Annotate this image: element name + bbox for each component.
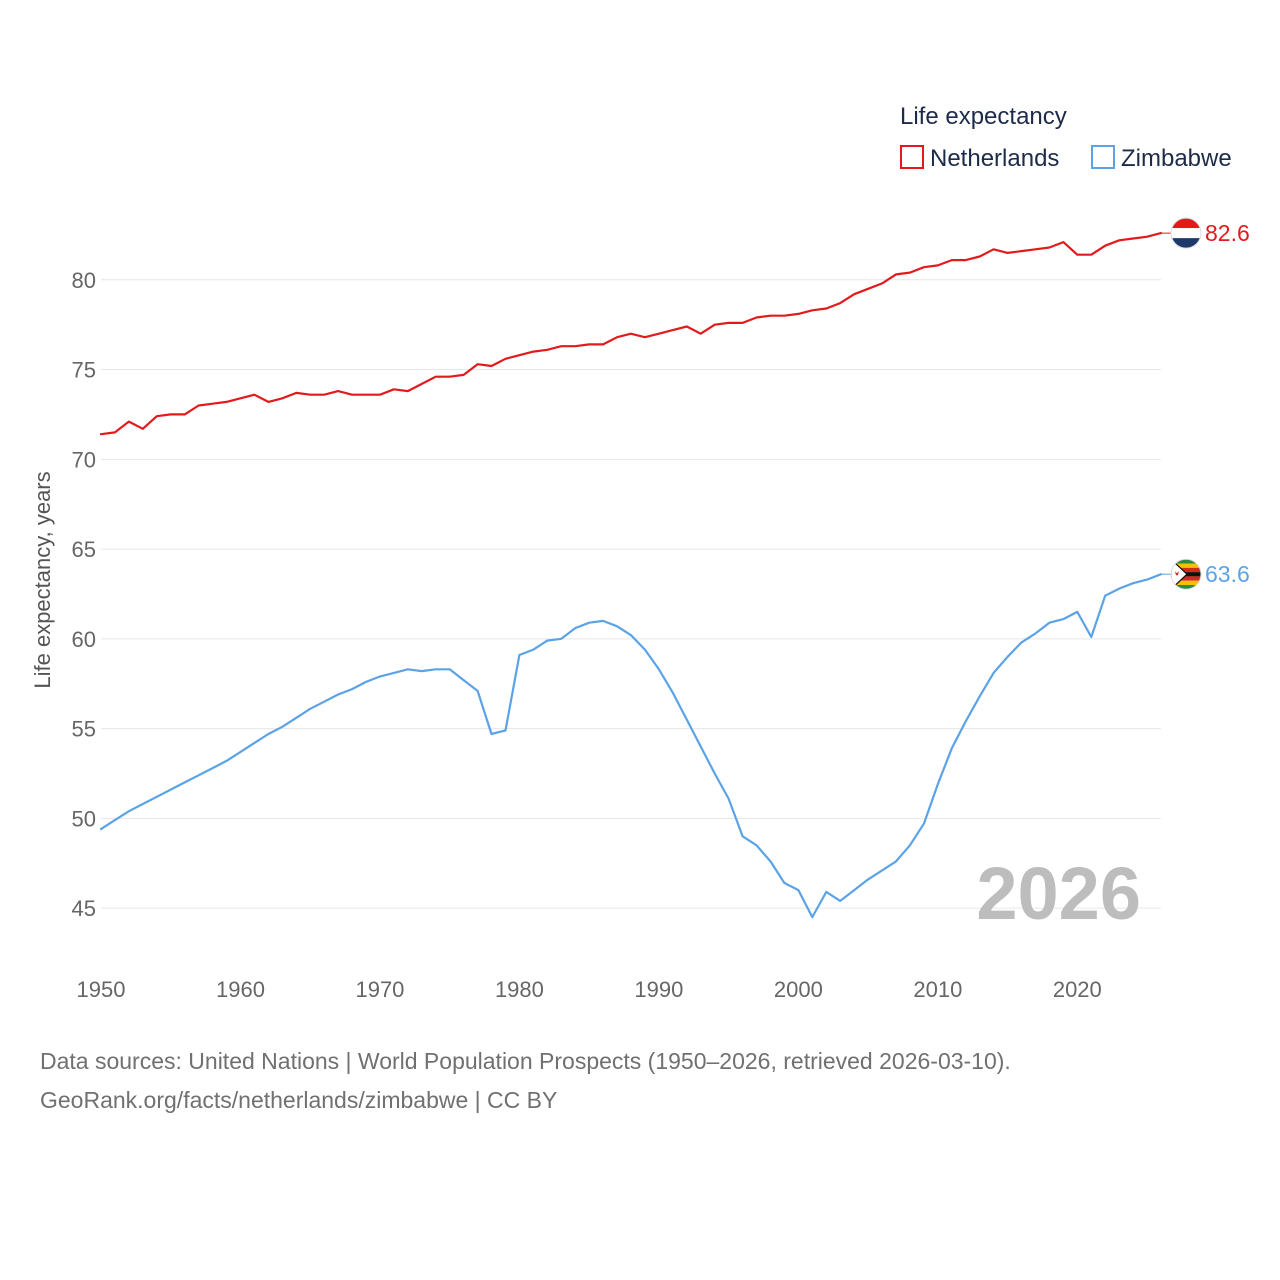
series-lines [99,232,1171,919]
x-tick-label-1950: 1950 [77,977,126,1002]
x-tick-label-1960: 1960 [216,977,265,1002]
y-tick-label-70: 70 [72,447,96,472]
x-axis-ticks: 1950 1960 1970 1980 1990 2000 2010 2020 [77,977,1102,1002]
data-sources-text: Data sources: United Nations | World Pop… [40,1048,1011,1074]
legend-swatch-netherlands [900,145,924,169]
zimbabwe-series-line [99,573,1163,919]
legend-item-zimbabwe[interactable]: Zimbabwe [1091,145,1232,172]
x-tick-label-1990: 1990 [634,977,683,1002]
zimbabwe-end-marker: 63.6 [1170,558,1250,590]
netherlands-series-line [99,232,1163,436]
x-tick-label-1980: 1980 [495,977,544,1002]
zimbabwe-end-value: 63.6 [1205,561,1250,587]
y-axis-ticks: 45 50 55 60 65 70 75 80 [72,268,96,921]
x-tick-label-2010: 2010 [913,977,962,1002]
legend-label-netherlands: Netherlands [930,145,1059,172]
y-axis-title: Life expectancy, years [30,471,55,688]
x-tick-label-2020: 2020 [1053,977,1102,1002]
y-tick-label-60: 60 [72,627,96,652]
legend-swatch-zimbabwe [1091,145,1115,169]
netherlands-flag-icon [1171,218,1201,249]
x-tick-label-1970: 1970 [355,977,404,1002]
legend-label-zimbabwe: Zimbabwe [1121,145,1232,172]
y-tick-label-50: 50 [72,806,96,831]
credit-link[interactable]: GeoRank.org/facts/netherlands/zimbabwe |… [40,1087,558,1113]
line-chart: 45 50 55 60 65 70 75 80 1950 1960 1970 1980 1990 200… [30,103,1250,1002]
legend-title: Life expectancy [900,103,1067,130]
zimbabwe-flag-icon [1171,559,1201,590]
y-tick-label-55: 55 [72,717,96,742]
footer: Data sources: United Nations | World Pop… [40,1042,1011,1120]
y-tick-label-80: 80 [72,268,96,293]
gridlines [101,279,1161,909]
legend-item-netherlands[interactable]: Netherlands [900,145,1059,172]
y-tick-label-45: 45 [72,896,96,921]
x-tick-label-2000: 2000 [774,977,823,1002]
y-tick-label-65: 65 [72,537,96,562]
y-tick-label-75: 75 [72,358,96,383]
netherlands-end-value: 82.6 [1205,220,1250,246]
netherlands-end-marker: 82.6 [1170,217,1250,249]
year-watermark: 2026 [976,852,1141,935]
legend: Life expectancy Netherlands Zimbabwe [900,103,1232,172]
